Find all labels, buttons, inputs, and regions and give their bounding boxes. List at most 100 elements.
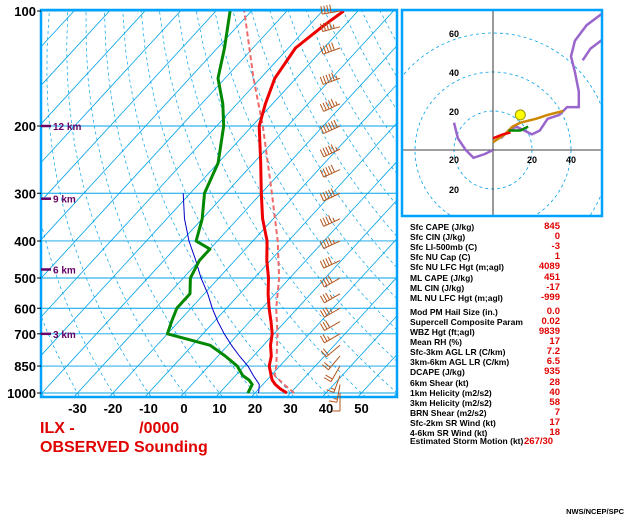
dry-adiabat-line bbox=[41, 221, 116, 397]
wind-barb bbox=[319, 164, 341, 178]
wind-barb-flag bbox=[330, 121, 336, 129]
index-label: Sfc CAPE (J/kg) bbox=[410, 222, 475, 232]
hodograph-x-label: 60 bbox=[605, 155, 615, 165]
index-value: 17 bbox=[549, 417, 560, 428]
wind-barb-flag bbox=[325, 44, 330, 53]
wind-barb-flag bbox=[328, 165, 333, 174]
wind-barb-flag bbox=[320, 350, 327, 358]
dry-adiabat-line bbox=[324, 10, 397, 143]
wind-barb-flag bbox=[330, 188, 336, 197]
pressure-tick-label: 850 bbox=[14, 359, 36, 374]
index-value: 18 bbox=[549, 427, 560, 438]
dry-adiabat-line bbox=[122, 10, 295, 397]
wind-barb-flag bbox=[322, 308, 328, 317]
wind-barb-flag bbox=[328, 100, 333, 108]
wind-barb-halfflag bbox=[332, 24, 335, 29]
index-value: 0 bbox=[554, 231, 560, 242]
wind-barb-halfflag bbox=[335, 101, 338, 106]
wind-barb-halfflag bbox=[330, 387, 336, 391]
wind-barb-flag bbox=[325, 276, 331, 285]
wind-barb bbox=[332, 393, 341, 412]
index-label: ML CAPE (J/kg) bbox=[410, 273, 474, 283]
index-value: -3 bbox=[551, 241, 560, 252]
wind-barb-flag bbox=[319, 279, 325, 288]
station-id: ILX - bbox=[40, 420, 75, 437]
index-label: Sfc NU Cap (C) bbox=[410, 252, 471, 262]
hodograph-area: 60 40 20 20 20 20 40 60 bbox=[402, 10, 615, 216]
hodograph-trace bbox=[499, 12, 602, 140]
storm-motion-value: 267/30 bbox=[524, 436, 554, 447]
wind-barb-flag bbox=[325, 74, 330, 83]
wind-barb-flag bbox=[319, 335, 325, 344]
isotherm-line bbox=[41, 10, 360, 357]
index-label: ML CIN (J/kg) bbox=[410, 283, 465, 293]
wind-barb-flag bbox=[323, 361, 331, 368]
height-marker-label: 12 km bbox=[53, 122, 81, 133]
wetbulb-line bbox=[182, 193, 260, 394]
wind-barb-flag bbox=[325, 238, 330, 247]
wind-barb-flag bbox=[322, 217, 327, 226]
pressure-tick-label: 500 bbox=[14, 271, 36, 286]
dry-adiabat-line bbox=[41, 314, 81, 397]
wind-barb-flag bbox=[325, 123, 330, 132]
pressure-tick-label: 400 bbox=[14, 234, 36, 249]
wind-barb-flag bbox=[319, 193, 325, 202]
temperature-tick-label: -10 bbox=[139, 401, 158, 416]
dry-adiabat-line bbox=[195, 10, 397, 362]
temperature-tick-label: 50 bbox=[354, 401, 368, 416]
wind-barb-flag bbox=[322, 148, 327, 156]
sounding-subtitle: OBSERVED Sounding bbox=[40, 439, 208, 456]
wind-barb-flag bbox=[325, 167, 330, 175]
wind-barb-flag bbox=[319, 76, 324, 85]
wind-barb-halfflag bbox=[332, 239, 336, 244]
dry-adiabat-line bbox=[269, 10, 397, 238]
isotherm-line bbox=[41, 10, 218, 202]
wind-barb-flag bbox=[322, 192, 327, 200]
wind-barb-halfflag bbox=[329, 309, 333, 314]
wind-barb-flag bbox=[322, 239, 327, 248]
wind-barb-halfflag bbox=[335, 146, 338, 151]
wind-barb-flag bbox=[328, 43, 333, 52]
index-value: 1 bbox=[554, 251, 560, 262]
wind-barb bbox=[319, 256, 341, 269]
wind-barb-flag bbox=[330, 144, 336, 152]
wind-barb-halfflag bbox=[332, 217, 336, 222]
isotherm-line bbox=[41, 10, 147, 125]
index-label: BRN Shear (m2/s2) bbox=[410, 408, 487, 418]
wind-barb-flag bbox=[319, 310, 325, 318]
height-marker-label: 9 km bbox=[53, 195, 76, 206]
isotherm-line bbox=[250, 238, 397, 397]
index-label: Sfc CIN (J/kg) bbox=[410, 232, 466, 242]
isotherm-line bbox=[41, 10, 253, 241]
index-value: 0.02 bbox=[541, 316, 561, 327]
wind-barb bbox=[321, 355, 341, 371]
isotherm-line bbox=[179, 160, 397, 397]
dewpoint-line bbox=[165, 10, 254, 394]
wind-barb-flag bbox=[322, 321, 328, 330]
wind-barb-flag bbox=[319, 260, 325, 269]
wind-barb bbox=[319, 275, 341, 288]
hodograph-y-label: 40 bbox=[449, 68, 459, 78]
index-value: 451 bbox=[544, 272, 560, 283]
index-value: 9839 bbox=[538, 326, 560, 337]
station-title: ILX - /0000 bbox=[40, 420, 179, 438]
hodograph-x-label: 40 bbox=[566, 155, 576, 165]
index-label: Mod PM Hail Size (in.) bbox=[410, 307, 498, 317]
wind-barb-flag bbox=[325, 190, 330, 199]
wind-barb-flag bbox=[319, 126, 325, 134]
dry-adiabat-line bbox=[454, 11, 632, 401]
wind-barb bbox=[319, 307, 341, 318]
height-marker-label: 6 km bbox=[53, 265, 76, 276]
wind-barb-flag bbox=[319, 103, 325, 112]
wind-barb-flag bbox=[321, 364, 329, 371]
isotherm-line bbox=[41, 10, 289, 279]
index-value: 7.2 bbox=[546, 346, 560, 357]
index-value: -999 bbox=[540, 292, 560, 303]
isotherm-line bbox=[321, 315, 397, 397]
index-value: 845 bbox=[544, 221, 560, 232]
isotherm-line bbox=[41, 10, 182, 164]
wind-barb-flag bbox=[319, 295, 325, 304]
credit-label: NWS/NCEP/SPC bbox=[566, 507, 624, 516]
index-value: 7 bbox=[554, 407, 560, 418]
